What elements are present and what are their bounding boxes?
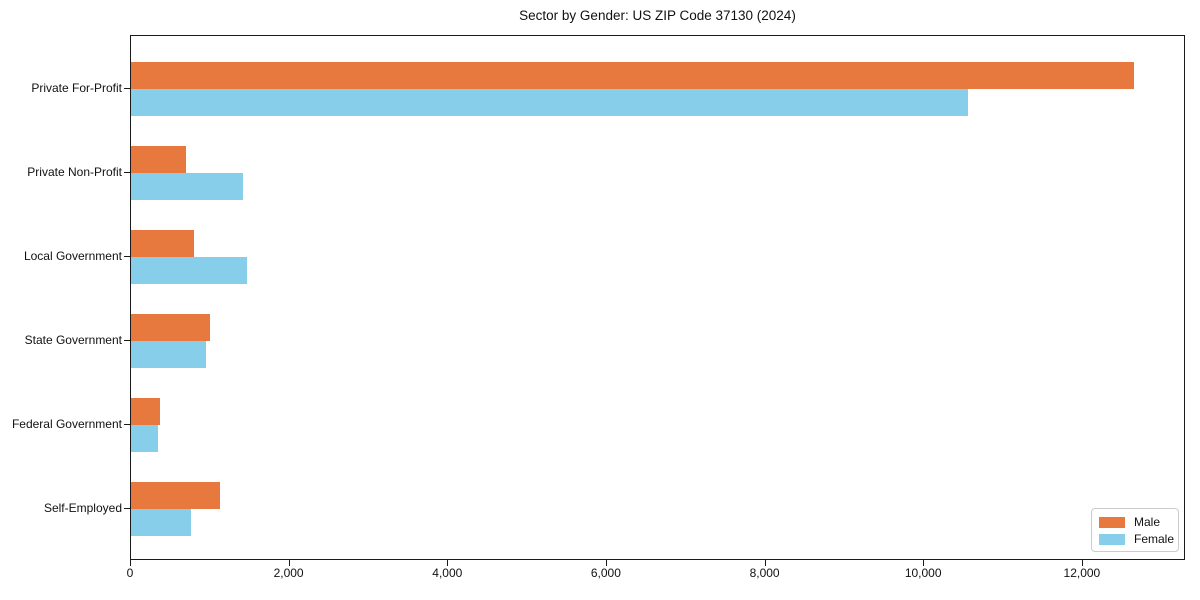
legend-swatch-male-icon [1099,516,1125,528]
x-tick-label: 10,000 [904,566,942,580]
x-tick-label: 6,000 [590,566,621,580]
legend-label-female: Female [1134,532,1175,546]
x-tick-mark [130,560,131,566]
plot-area [130,35,1185,560]
y-category-label: Self-Employed [43,500,122,515]
y-category-label: Federal Government [11,416,122,431]
x-tick-label: 8,000 [749,566,780,580]
y-category-label: Private Non-Profit [27,164,122,179]
x-tick-label: 12,000 [1063,566,1101,580]
legend-item-female: Female [1099,531,1175,547]
bar-male-0 [131,61,1135,89]
y-tick-mark [124,255,130,257]
legend-swatch-female-icon [1099,533,1125,545]
x-tick-mark [605,560,607,566]
bar-male-1 [131,145,186,173]
legend-item-male: Male [1099,514,1171,530]
y-category-label: State Government [24,332,122,347]
bar-female-2 [131,256,247,284]
bar-female-4 [131,424,158,452]
y-category-label: Private For-Profit [31,80,122,95]
x-tick-label: 4,000 [432,566,463,580]
bar-male-4 [131,397,161,425]
legend-label-male: Male [1134,515,1161,529]
y-category-label: Local Government [23,248,122,263]
x-tick-mark [1081,560,1083,566]
y-tick-mark [124,423,130,425]
bar-female-1 [131,172,243,200]
x-tick-mark [447,560,449,566]
bar-male-2 [131,229,194,257]
x-tick-label: 0 [126,566,134,580]
legend: Male Female [1091,508,1179,552]
x-tick-mark [288,560,290,566]
y-tick-mark [124,87,130,89]
bar-female-0 [131,88,968,116]
y-tick-mark [124,339,130,341]
x-tick-mark [923,560,925,566]
y-tick-mark [124,507,130,509]
x-tick-mark [764,560,766,566]
bar-male-5 [131,481,220,509]
bar-male-3 [131,313,211,341]
y-tick-mark [124,171,130,173]
chart-title: Sector by Gender: US ZIP Code 37130 (202… [519,8,796,23]
bar-female-5 [131,508,191,536]
bar-female-3 [131,340,207,368]
x-tick-label: 2,000 [273,566,304,580]
